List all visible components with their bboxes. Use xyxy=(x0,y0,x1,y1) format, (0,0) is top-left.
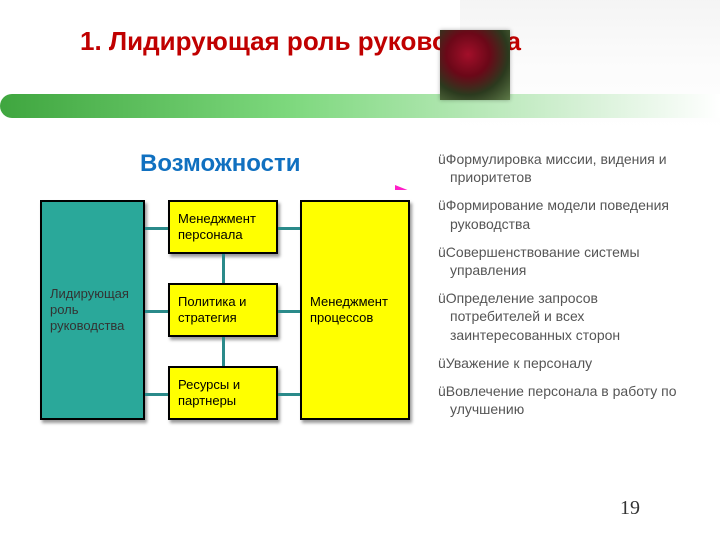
flowchart: Лидирующая роль руководства Менеджмент пе… xyxy=(40,200,420,430)
node-leader: Лидирующая роль руководства xyxy=(40,200,145,420)
connector xyxy=(278,227,300,230)
bullet-item: üВовлечение персонала в работу по улучше… xyxy=(430,382,690,418)
bullet-marker: ü xyxy=(438,355,446,371)
connector xyxy=(145,227,168,230)
connector xyxy=(222,337,225,366)
bullet-item: üФормирование модели поведения руководст… xyxy=(430,196,690,232)
node-policy: Политика и стратегия xyxy=(168,283,278,337)
bullet-marker: ü xyxy=(438,151,446,167)
connector xyxy=(145,393,168,396)
bullet-item: üСовершенствование системы управления xyxy=(430,243,690,279)
connector xyxy=(278,393,300,396)
green-accent-bar xyxy=(0,94,720,118)
bullet-item: üОпределение запросов потребителей и все… xyxy=(430,289,690,344)
bullet-marker: ü xyxy=(438,290,446,306)
bullet-item: üФормулировка миссии, видения и приорите… xyxy=(430,150,690,186)
bullet-marker: ü xyxy=(438,383,446,399)
bullet-marker: ü xyxy=(438,197,446,213)
node-res: Ресурсы и партнеры xyxy=(168,366,278,420)
node-hr: Менеджмент персонала xyxy=(168,200,278,254)
possibilities-arrow xyxy=(50,184,410,190)
decorative-photo xyxy=(440,30,510,100)
bullet-list: üФормулировка миссии, видения и приорите… xyxy=(430,150,690,428)
bullet-marker: ü xyxy=(438,244,446,260)
page-number: 19 xyxy=(620,497,640,520)
bullet-item: üУважение к персоналу xyxy=(430,354,690,372)
node-proc: Менеджмент процессов xyxy=(300,200,410,420)
connector xyxy=(145,310,168,313)
connector xyxy=(222,254,225,283)
connector xyxy=(278,310,300,313)
